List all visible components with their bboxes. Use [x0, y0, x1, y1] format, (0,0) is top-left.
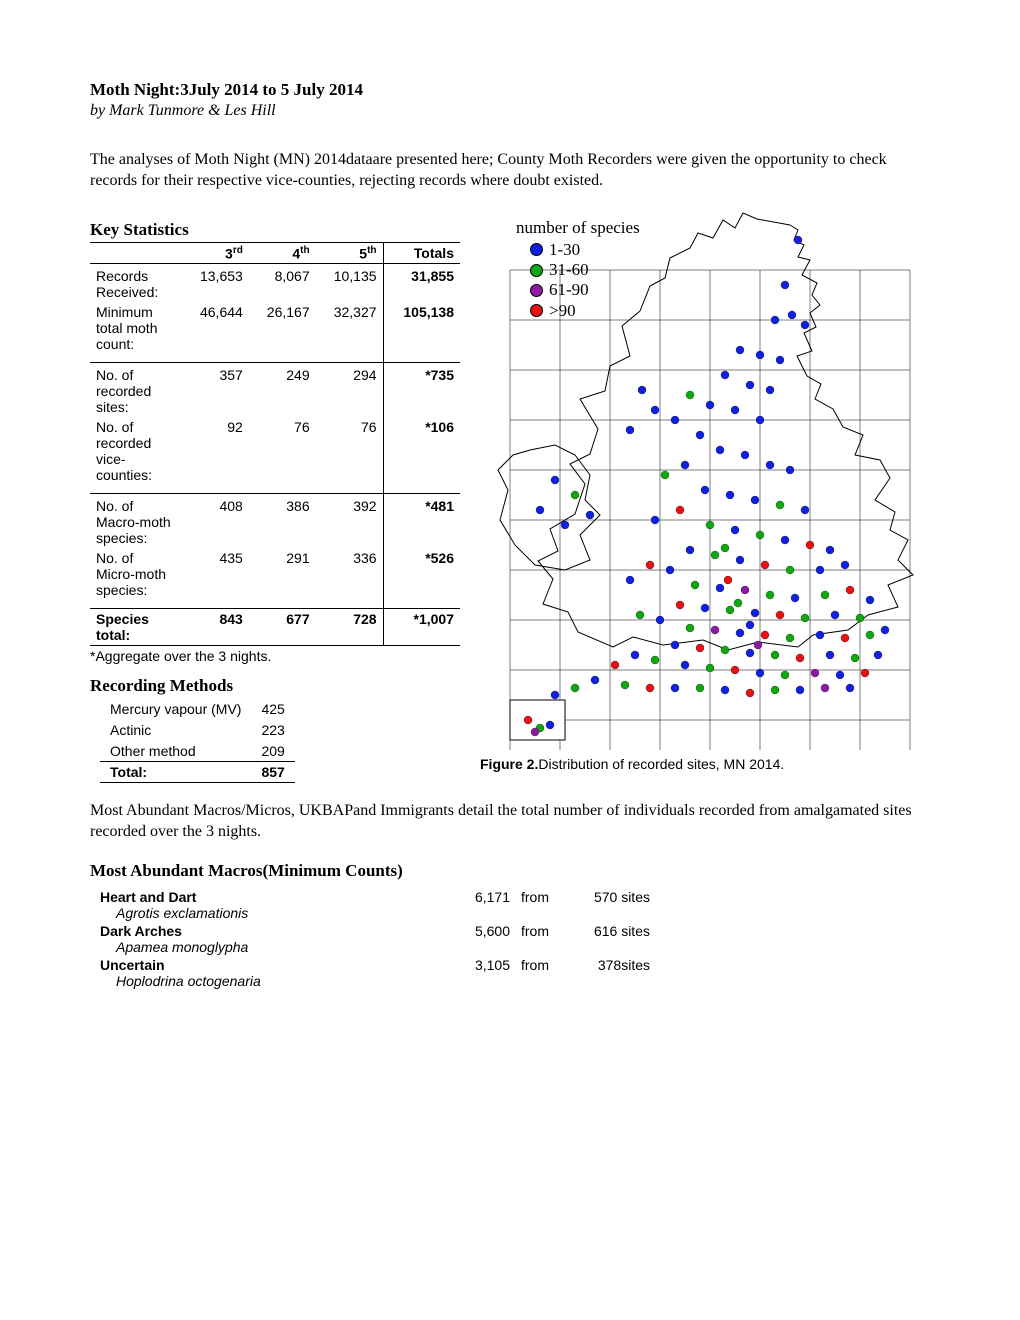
- table-row: Minimum total moth count:46,64426,16732,…: [90, 302, 460, 363]
- legend-title: number of species: [516, 218, 640, 238]
- macro-species-row: Uncertain3,105from378sites: [100, 957, 930, 973]
- table-row: Records Received:13,6538,06710,13531,855: [90, 264, 460, 303]
- table-row: No. of recorded vice-counties:927676*106: [90, 417, 460, 494]
- recording-methods-table: Mercury vapour (MV)425Actinic223Other me…: [100, 698, 295, 783]
- most-abundant-list: Heart and Dart6,171from570 sitesAgrotis …: [100, 889, 930, 989]
- table-row: Mercury vapour (MV)425: [100, 699, 295, 720]
- legend-dot-icon: [530, 284, 543, 297]
- abundance-intro: Most Abundant Macros/Micros, UKBAPand Im…: [90, 801, 930, 843]
- distribution-map: number of species 1-3031-6061-90>90: [480, 210, 920, 750]
- heading-most-abundant: Most Abundant Macros(Minimum Counts): [90, 861, 930, 881]
- table-row: Actinic223: [100, 720, 295, 741]
- legend-item: 1-30: [530, 240, 640, 260]
- intro-paragraph: The analyses of Moth Night (MN) 2014data…: [90, 150, 930, 192]
- legend-dot-icon: [530, 304, 543, 317]
- col-header: 4th: [249, 242, 316, 264]
- macro-scientific-name: Agrotis exclamationis: [116, 905, 930, 921]
- methods-total-row: Total: 857: [100, 762, 295, 783]
- legend-dot-icon: [530, 264, 543, 277]
- table-row: No. of Micro-moth species:435291336*526: [90, 548, 460, 609]
- page-title: Moth Night:3July 2014 to 5 July 2014: [90, 80, 930, 100]
- heading-key-statistics: Key Statistics: [90, 220, 460, 240]
- byline: by Mark Tunmore & Les Hill: [90, 102, 930, 120]
- heading-recording-methods: Recording Methods: [90, 676, 460, 696]
- legend-dot-icon: [530, 243, 543, 256]
- macro-species-row: Heart and Dart6,171from570 sites: [100, 889, 930, 905]
- map-caption: Figure 2.Distribution of recorded sites,…: [480, 756, 930, 772]
- species-total-row: Species total: 843 677 728 *1,007: [90, 609, 460, 646]
- macro-scientific-name: Apamea monoglypha: [116, 939, 930, 955]
- col-header: 3rd: [182, 242, 249, 264]
- macro-species-row: Dark Arches5,600from616 sites: [100, 923, 930, 939]
- table-row: No. of Macro-moth species:408386392*481: [90, 494, 460, 549]
- table-row: Other method209: [100, 741, 295, 762]
- map-legend: number of species 1-3031-6061-90>90: [516, 218, 640, 322]
- col-header: 5th: [316, 242, 383, 264]
- macro-scientific-name: Hoplodrina octogenaria: [116, 973, 930, 989]
- legend-item: 61-90: [530, 280, 640, 300]
- col-header: Totals: [383, 242, 460, 264]
- stats-footnote: *Aggregate over the 3 nights.: [90, 648, 460, 664]
- key-statistics-table: 3rd 4th 5th Totals Records Received:13,6…: [90, 242, 460, 647]
- legend-item: 31-60: [530, 260, 640, 280]
- table-row: No. of recorded sites:357249294*735: [90, 363, 460, 418]
- legend-item: >90: [530, 301, 640, 321]
